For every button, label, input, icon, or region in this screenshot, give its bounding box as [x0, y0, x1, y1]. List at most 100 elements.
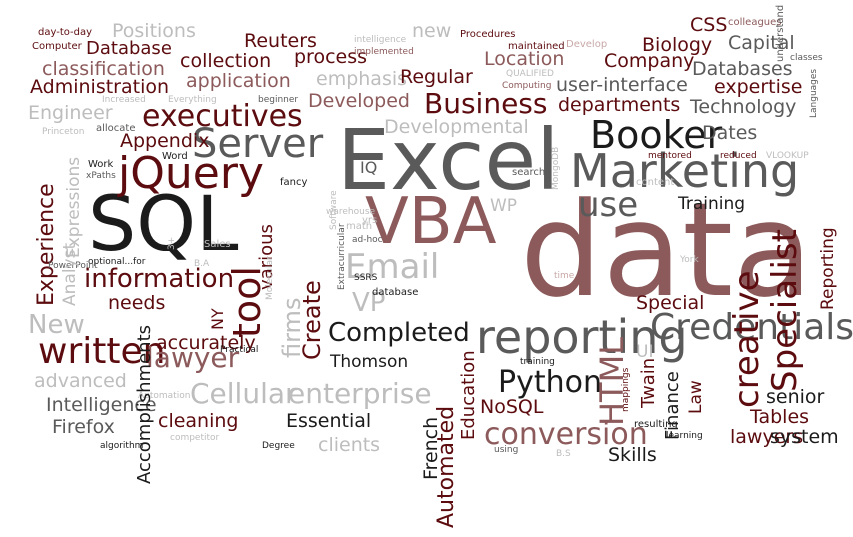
word-appendix: Appendix — [120, 130, 210, 152]
word-experience: Experience — [34, 183, 59, 306]
word-email: B.A — [194, 259, 210, 269]
word-developed: Developed — [308, 90, 410, 112]
word-training-v: mappings — [621, 367, 631, 412]
word-software: Email — [345, 247, 440, 287]
word-education: conversion — [484, 417, 648, 452]
word-application: application — [186, 70, 291, 92]
word-nosql: Twain — [638, 357, 659, 408]
word-advanced: Automation — [138, 391, 191, 401]
word-ad-hoc: Extracurricular — [337, 223, 347, 290]
word-credentials: lawyer — [146, 341, 240, 374]
word-computer: Computer — [32, 41, 82, 52]
word-computing: Computing — [502, 81, 552, 91]
word-process: process — [294, 46, 368, 68]
word-yrs: Molecular — [265, 256, 275, 300]
word-wp: warehouse — [326, 207, 376, 217]
word-css: CSS — [690, 14, 728, 36]
word-skills: system — [770, 426, 839, 448]
word-lawyer: Cellular — [190, 377, 297, 410]
word-automation: Essential — [286, 410, 372, 432]
word-technology: Technology — [690, 96, 797, 118]
word-conversion: resulting — [634, 419, 678, 430]
word-content: content — [636, 177, 675, 188]
word-languages: Languages — [809, 68, 819, 118]
word-work: Work — [88, 159, 114, 170]
word-cellular: Firefox — [52, 416, 115, 438]
word-cleaning: Accomplishments — [134, 324, 155, 484]
word-create: NY — [208, 308, 227, 330]
word-server: Server — [192, 121, 324, 167]
word-capital: Capital — [728, 32, 795, 54]
word-ny: math — [346, 221, 373, 232]
word-princeton: Princeton — [42, 127, 85, 137]
word-firefox: algorithm — [100, 441, 144, 451]
word-engineer: Engineer — [28, 102, 113, 124]
word-search: search — [512, 167, 546, 178]
word-classes: classes — [790, 53, 823, 63]
word-reduced: reduced — [720, 151, 757, 161]
word-tool: Sales — [204, 239, 231, 250]
word-sql: SQL — [88, 179, 239, 268]
word-mongodb: MongoDB — [551, 146, 561, 190]
word-user-interface: user-interface — [556, 74, 688, 96]
word-developmental: Developmental — [384, 116, 529, 138]
word-classification: classification — [42, 58, 165, 80]
word-intelligence: intelligence — [354, 35, 407, 45]
word-practical: enterprise — [288, 377, 432, 410]
word-vp: time — [554, 271, 575, 281]
word-fancy: fancy — [280, 177, 308, 188]
word-emphasis: emphasis — [316, 68, 408, 90]
word-qualified: QUALIFIED — [506, 69, 554, 79]
word-french: training — [520, 357, 555, 367]
word-excel: Excel — [337, 111, 560, 209]
word-intelligence-2: competitor — [170, 433, 220, 443]
word-allocate: allocate — [96, 123, 136, 134]
word-various: WP — [490, 196, 518, 216]
word-vlookup: VLOOKUP — [766, 151, 809, 161]
word-automated: NoSQL — [480, 396, 544, 418]
word-maintained: maintained — [508, 41, 565, 52]
word-time: accurately — [156, 332, 256, 354]
word-xpaths: xPaths — [86, 171, 116, 181]
word-biology: Biology — [642, 34, 713, 56]
word-lawyers: Tables — [750, 406, 810, 428]
word-written: Practical — [220, 345, 259, 355]
word-vba: VBA — [365, 185, 497, 259]
word-booker: Booker — [590, 113, 723, 157]
word-date: senior — [766, 386, 825, 408]
word-collection: collection — [180, 50, 272, 72]
word-administration: Administration — [30, 76, 170, 98]
word-use: use — [578, 185, 639, 225]
word-university: firms — [278, 297, 306, 358]
word-increased: Increased — [102, 95, 146, 105]
word-warehouse: optional...for — [88, 257, 146, 267]
word-location: Location — [484, 48, 565, 70]
word-positions: Positions — [112, 20, 196, 42]
word-new-small: new — [412, 20, 452, 42]
word-departments: departments — [558, 94, 681, 116]
word-ssrs: reporting — [476, 310, 688, 364]
word-dates: Dates — [702, 122, 758, 144]
word-databases: Databases — [692, 58, 793, 80]
word-law: lawyers — [730, 426, 804, 448]
word-powerpoint: SSRS — [354, 273, 378, 283]
word-beginner: beginner — [258, 95, 299, 105]
word-iq: IQ — [360, 158, 378, 177]
word-enterprise: cleaning — [158, 410, 239, 432]
word-accurately: Thomson — [330, 352, 409, 372]
word-reporting: Completed — [328, 318, 470, 348]
word-company: Company — [604, 50, 695, 72]
word-word: Word — [162, 151, 188, 162]
word-understand: understand — [775, 4, 786, 62]
word-colleagues: colleagues — [728, 17, 782, 28]
word-thomson: Intelligence — [46, 394, 157, 416]
word-competitor: Degree — [262, 441, 295, 451]
word-implemented: implemented — [354, 47, 414, 57]
word-develop: Develop — [566, 39, 608, 50]
word-expertise: expertise — [714, 76, 803, 98]
word-essential: clients — [318, 434, 381, 456]
word-jquery: jQuery — [118, 148, 264, 199]
word-new: Credentials — [650, 307, 853, 348]
word-training: Training — [678, 194, 746, 214]
